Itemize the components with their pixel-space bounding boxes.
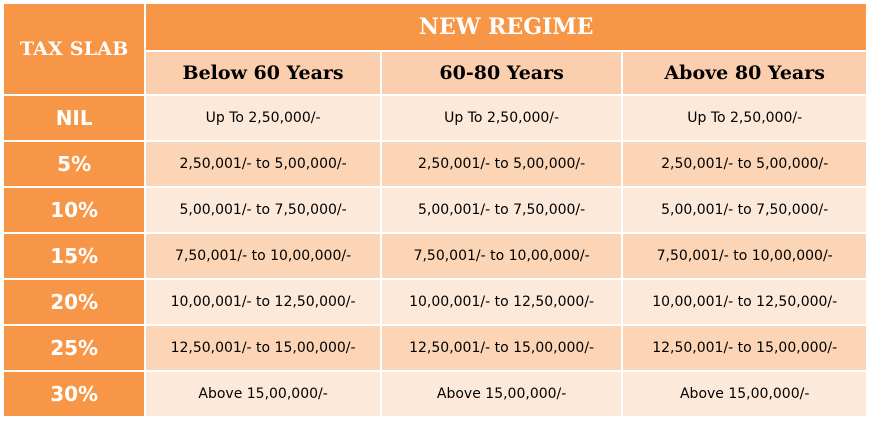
header-row-regime: TAX SLAB NEW REGIME <box>4 4 866 94</box>
income-range-cell: 7,50,001/- to 10,00,000/- <box>623 234 866 278</box>
income-range-cell: 10,00,001/- to 12,50,000/- <box>381 280 622 324</box>
income-range-cell: 12,50,001/- to 15,00,000/- <box>623 326 866 370</box>
new-regime-header: NEW REGIME <box>146 4 866 50</box>
income-range-cell: 2,50,001/- to 5,00,000/- <box>381 142 622 186</box>
slab-rate-cell: 10% <box>4 188 145 232</box>
income-range-cell: Up To 2,50,000/- <box>381 96 622 140</box>
table-row: NIL Up To 2,50,000/- Up To 2,50,000/- Up… <box>4 96 866 140</box>
income-range-cell: Above 15,00,000/- <box>623 372 866 416</box>
table-row: 15% 7,50,001/- to 10,00,000/- 7,50,001/-… <box>4 234 866 278</box>
income-range-cell: Above 15,00,000/- <box>146 372 380 416</box>
slab-rate-cell: 20% <box>4 280 145 324</box>
income-range-cell: 7,50,001/- to 10,00,000/- <box>381 234 622 278</box>
income-range-cell: 5,00,001/- to 7,50,000/- <box>623 188 866 232</box>
income-range-cell: 5,00,001/- to 7,50,000/- <box>146 188 380 232</box>
slab-rate-cell: NIL <box>4 96 145 140</box>
income-range-cell: Up To 2,50,000/- <box>146 96 380 140</box>
income-range-cell: 12,50,001/- to 15,00,000/- <box>381 326 622 370</box>
table-row: 30% Above 15,00,000/- Above 15,00,000/- … <box>4 372 866 416</box>
income-range-cell: 2,50,001/- to 5,00,000/- <box>623 142 866 186</box>
table-row: 25% 12,50,001/- to 15,00,000/- 12,50,001… <box>4 326 866 370</box>
slab-rate-cell: 5% <box>4 142 145 186</box>
income-range-cell: Above 15,00,000/- <box>381 372 622 416</box>
table-row: 20% 10,00,001/- to 12,50,000/- 10,00,001… <box>4 280 866 324</box>
header-row-age-groups: Below 60 Years 60-80 Years Above 80 Year… <box>4 52 866 94</box>
table-row: 10% 5,00,001/- to 7,50,000/- 5,00,001/- … <box>4 188 866 232</box>
slab-rate-cell: 25% <box>4 326 145 370</box>
age-group-header-60-80: 60-80 Years <box>381 52 622 94</box>
income-range-cell: 7,50,001/- to 10,00,000/- <box>146 234 380 278</box>
slab-rate-cell: 30% <box>4 372 145 416</box>
slab-rate-cell: 15% <box>4 234 145 278</box>
income-range-cell: 2,50,001/- to 5,00,000/- <box>146 142 380 186</box>
income-range-cell: 12,50,001/- to 15,00,000/- <box>146 326 380 370</box>
income-range-cell: 10,00,001/- to 12,50,000/- <box>623 280 866 324</box>
table-row: 5% 2,50,001/- to 5,00,000/- 2,50,001/- t… <box>4 142 866 186</box>
income-range-cell: Up To 2,50,000/- <box>623 96 866 140</box>
income-range-cell: 5,00,001/- to 7,50,000/- <box>381 188 622 232</box>
age-group-header-below-60: Below 60 Years <box>146 52 380 94</box>
income-range-cell: 10,00,001/- to 12,50,000/- <box>146 280 380 324</box>
tax-slab-header: TAX SLAB <box>4 4 145 94</box>
tax-slab-table: TAX SLAB NEW REGIME Below 60 Years 60-80… <box>2 2 868 418</box>
age-group-header-above-80: Above 80 Years <box>623 52 866 94</box>
